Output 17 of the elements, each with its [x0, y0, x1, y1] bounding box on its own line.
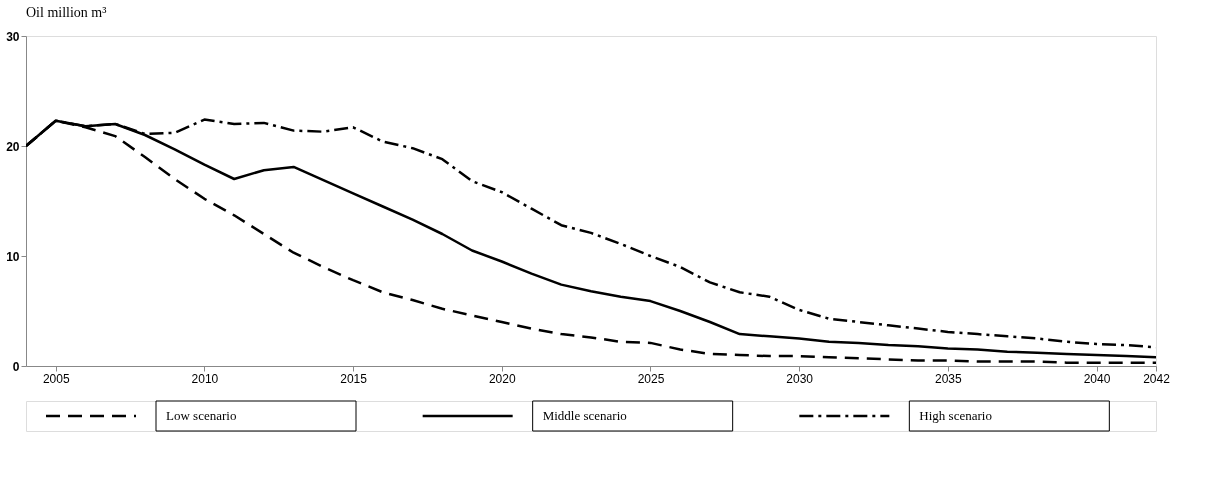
x-tick-label: 2005	[42, 371, 70, 386]
y-axis-title: Oil million m³	[26, 5, 107, 20]
x-tick-label: 2030	[786, 371, 814, 386]
x-tick-label: 2020	[488, 371, 516, 386]
x-tick-label: 2042	[1143, 371, 1171, 386]
y-tick-label: 30	[6, 29, 20, 44]
x-tick-label: 2040	[1083, 371, 1111, 386]
text: High scenario	[919, 408, 992, 423]
text: Low scenario	[166, 408, 237, 423]
y-tick-label: 10	[6, 249, 20, 264]
text: Middle scenario	[542, 408, 627, 423]
x-tick-label: 2015	[340, 371, 368, 386]
x-tick-label: 2025	[637, 371, 665, 386]
x-tick-label: 2035	[934, 371, 963, 386]
x-tick-label: 2010	[191, 371, 219, 386]
y-tick-label: 0	[12, 359, 20, 374]
y-tick-label: 20	[6, 139, 20, 154]
